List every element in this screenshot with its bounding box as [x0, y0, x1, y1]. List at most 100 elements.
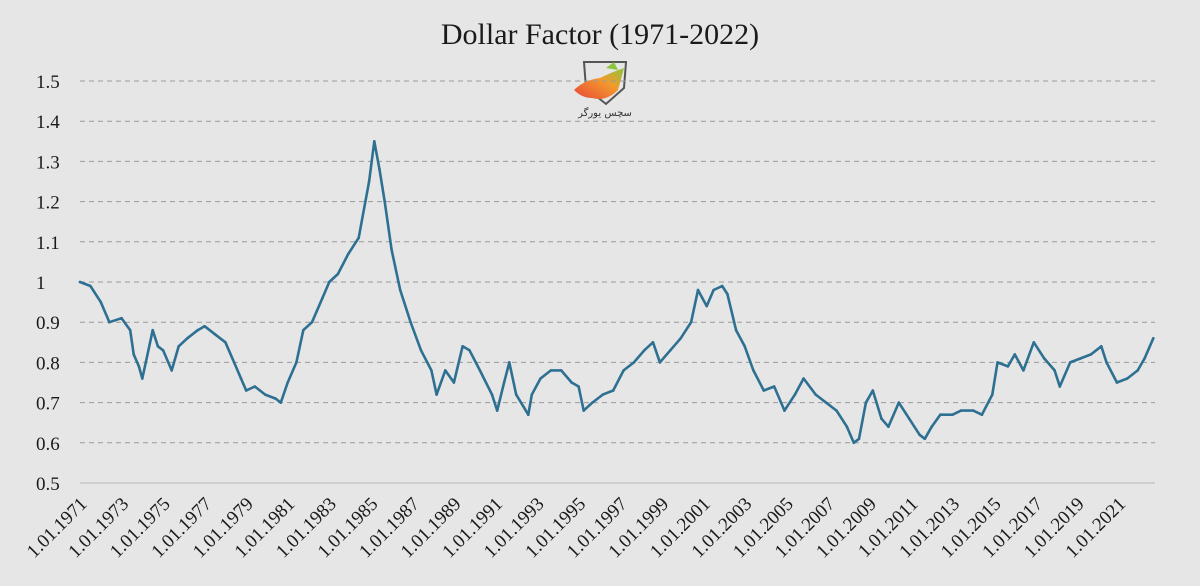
- data-point: [793, 393, 797, 396]
- data-point: [591, 401, 594, 404]
- data-point: [871, 389, 875, 392]
- data-point: [696, 288, 700, 292]
- data-point: [461, 345, 464, 348]
- data-point: [622, 369, 625, 372]
- data-point: [835, 409, 838, 412]
- series-line: [78, 140, 1155, 445]
- data-point: [720, 284, 724, 288]
- data-point: [286, 381, 290, 384]
- data-point: [435, 393, 438, 396]
- data-point: [918, 433, 921, 437]
- data-point: [845, 425, 849, 429]
- data-point: [244, 389, 248, 392]
- data-point: [310, 320, 314, 324]
- data-point: [263, 393, 267, 396]
- grid-lines: [80, 80, 1155, 444]
- data-point: [549, 369, 553, 372]
- data-point: [383, 200, 387, 203]
- data-point: [367, 180, 371, 183]
- data-point: [141, 377, 144, 380]
- data-point: [887, 425, 890, 429]
- series-layer: [78, 140, 1155, 445]
- data-point: [430, 369, 433, 372]
- y-tick-label: 1.4: [36, 112, 60, 133]
- data-point: [99, 300, 103, 304]
- data-point: [669, 349, 672, 352]
- y-tick-labels: 0.5 0.6 0.7 0.8 0.9 1 1.1 1.2 1.3 1.4 1.5: [36, 72, 60, 495]
- data-point: [897, 401, 901, 404]
- data-point: [295, 361, 298, 364]
- data-point: [783, 409, 786, 412]
- y-tick-label: 1: [36, 273, 46, 294]
- data-point: [161, 349, 165, 352]
- watermark-logo: سچس یورگر: [566, 58, 644, 124]
- data-point: [177, 345, 180, 348]
- data-point: [971, 409, 975, 412]
- data-point: [1079, 357, 1082, 360]
- y-tick-label: 0.5: [36, 474, 60, 495]
- data-point: [824, 401, 828, 404]
- y-tick-label: 1.2: [36, 193, 60, 214]
- data-point: [1032, 341, 1036, 344]
- data-point: [378, 168, 381, 171]
- data-point: [128, 328, 132, 332]
- y-tick-label: 1.3: [36, 152, 60, 173]
- data-point: [347, 252, 350, 256]
- data-point: [1058, 385, 1062, 388]
- data-point: [1143, 357, 1146, 360]
- data-point: [1105, 361, 1108, 364]
- data-point: [108, 320, 111, 324]
- data-point: [232, 361, 236, 364]
- data-point: [857, 437, 861, 441]
- data-point: [601, 393, 605, 396]
- data-point: [852, 441, 856, 445]
- data-point: [1100, 345, 1103, 348]
- data-point: [632, 361, 636, 364]
- data-point: [1089, 353, 1093, 356]
- data-point: [752, 369, 755, 372]
- data-point: [336, 272, 340, 276]
- data-point: [705, 304, 708, 308]
- data-point: [1006, 365, 1010, 368]
- data-point: [452, 381, 456, 384]
- data-point: [398, 288, 402, 292]
- data-point: [239, 377, 243, 380]
- data-point: [651, 341, 655, 344]
- data-point: [959, 409, 963, 412]
- data-point: [279, 401, 283, 404]
- data-point: [907, 417, 911, 421]
- data-point: [373, 140, 376, 143]
- data-point: [1068, 361, 1072, 364]
- data-point: [880, 417, 883, 421]
- data-point: [89, 284, 92, 288]
- data-point: [478, 369, 482, 372]
- data-point: [1152, 337, 1155, 340]
- data-point: [679, 337, 682, 340]
- x-tick-labels: 1.01.19711.01.19731.01.19751.01.19771.01…: [23, 494, 1130, 563]
- data-point: [274, 397, 277, 400]
- data-point: [802, 377, 805, 380]
- y-tick-label: 0.9: [36, 313, 60, 334]
- data-point: [951, 413, 954, 417]
- data-point: [132, 353, 135, 356]
- data-point: [712, 288, 715, 292]
- data-point: [151, 328, 154, 332]
- data-point: [726, 292, 729, 296]
- y-tick-label: 0.7: [36, 394, 60, 415]
- data-point: [390, 248, 393, 252]
- data-point: [508, 361, 511, 364]
- data-point: [196, 328, 199, 332]
- data-point: [409, 320, 412, 324]
- data-point: [762, 389, 766, 392]
- data-point: [996, 361, 999, 364]
- data-point: [1042, 357, 1046, 360]
- data-point: [559, 369, 563, 372]
- data-point: [444, 369, 447, 372]
- data-point: [611, 389, 615, 392]
- data-point: [743, 345, 746, 348]
- watermark-text: سچس یورگر: [578, 108, 632, 119]
- data-point: [419, 349, 423, 352]
- y-tick-label: 0.6: [36, 434, 60, 455]
- data-point: [186, 337, 189, 340]
